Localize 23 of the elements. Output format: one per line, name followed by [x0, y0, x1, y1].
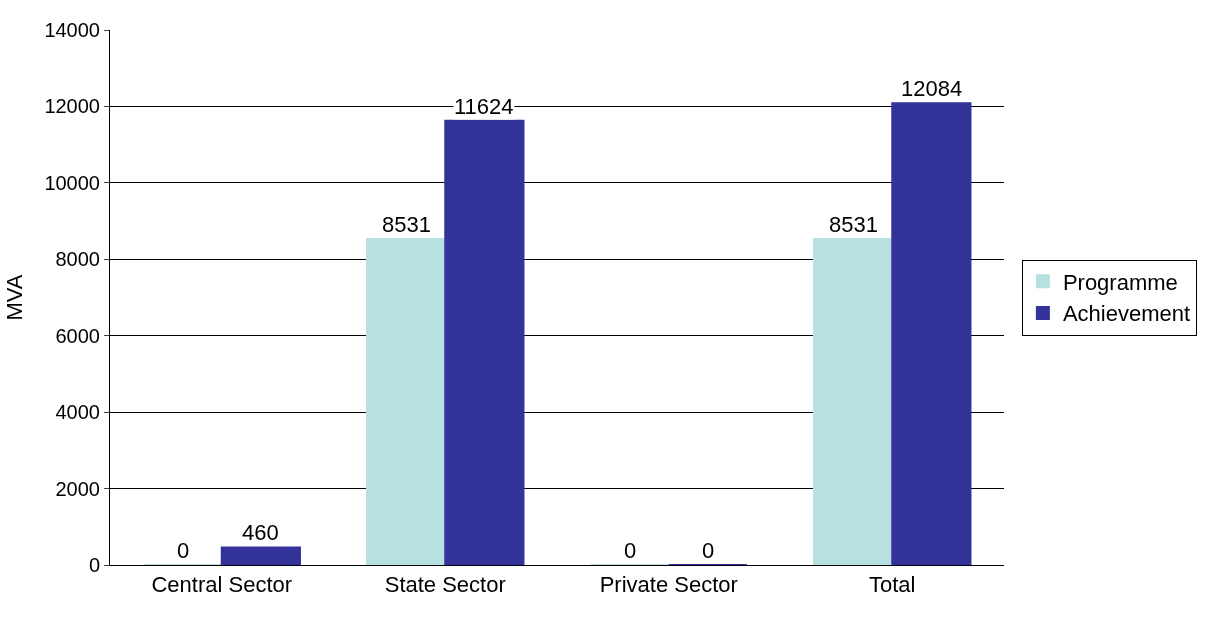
- y-axis-title: MVA: [2, 274, 28, 321]
- data-label: 11624: [454, 94, 514, 119]
- y-tick-label: 14000: [44, 19, 100, 41]
- data-label: 12084: [901, 76, 963, 101]
- y-tick-label: 8000: [55, 248, 100, 271]
- data-label: 460: [242, 520, 279, 545]
- y-tick-label: 0: [88, 554, 100, 576]
- data-label: 8531: [829, 212, 878, 237]
- x-tick-label: Private Sector: [599, 572, 738, 598]
- legend-label: Programme: [1062, 269, 1178, 295]
- x-tick-label: Central Sector: [151, 572, 293, 598]
- y-tick-label: 2000: [55, 477, 100, 500]
- legend-label: Achievement: [1062, 301, 1191, 327]
- y-tick-label: 10000: [44, 171, 100, 194]
- x-tick-label: Total: [869, 572, 916, 598]
- y-tick-label: 6000: [55, 324, 100, 347]
- data-label: 0: [702, 538, 715, 563]
- y-tick-label: 4000: [55, 401, 100, 424]
- data-label: 0: [177, 538, 190, 563]
- y-tick-label: 12000: [44, 95, 100, 118]
- data-label: 8531: [382, 212, 431, 237]
- data-label: 0: [624, 538, 637, 563]
- x-tick-label: State Sector: [384, 572, 506, 598]
